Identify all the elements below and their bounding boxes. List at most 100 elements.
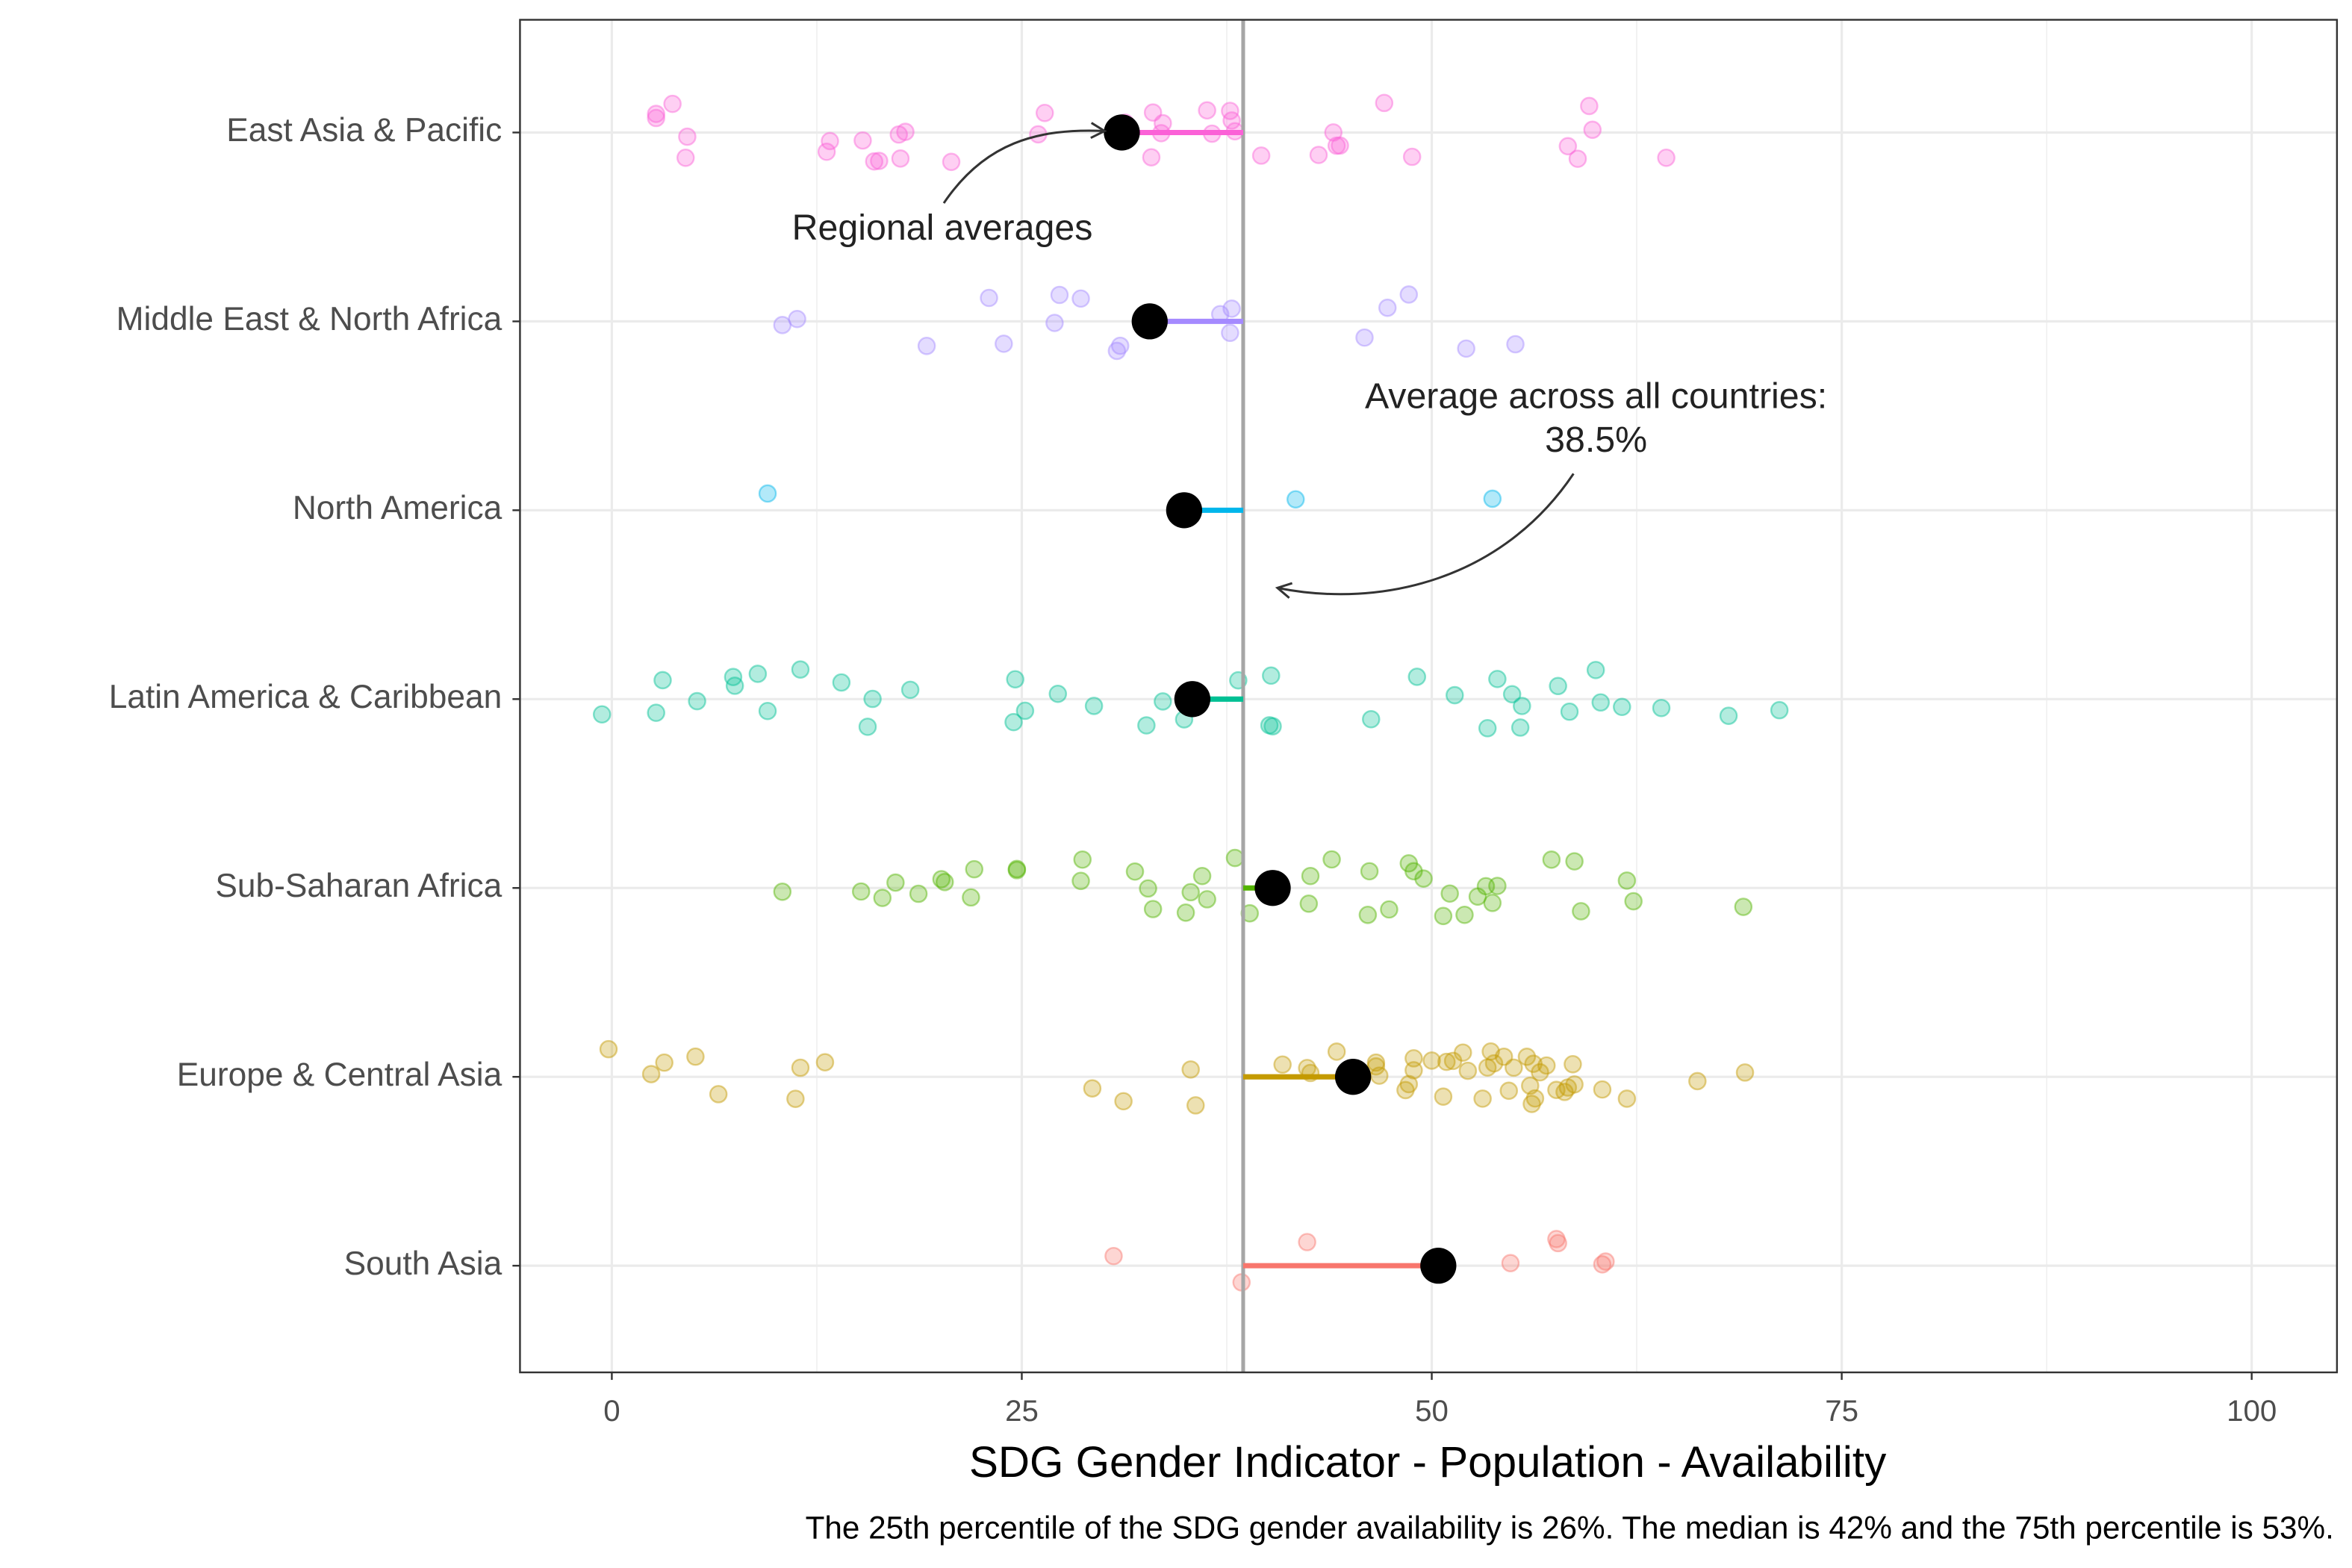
country-point	[1586, 661, 1605, 679]
regional-mean	[1174, 681, 1211, 718]
x-tick-label: 0	[603, 1394, 620, 1428]
country-point	[935, 873, 954, 892]
country-point	[1652, 698, 1671, 718]
country-point	[1380, 900, 1399, 919]
country-point	[1434, 906, 1453, 926]
x-tick-label: 25	[1005, 1394, 1039, 1428]
country-point	[1719, 706, 1738, 725]
country-point	[1050, 285, 1069, 305]
country-point	[896, 122, 915, 141]
country-point	[1366, 1053, 1386, 1072]
country-point	[1657, 149, 1676, 167]
country-point	[1198, 101, 1216, 120]
country-point	[1501, 1254, 1520, 1272]
country-point	[1478, 718, 1497, 738]
country-point	[599, 1039, 618, 1059]
country-point	[686, 1047, 705, 1066]
country-point	[1734, 897, 1753, 916]
y-tick-label: North America	[293, 490, 503, 526]
country-point	[655, 1053, 673, 1072]
country-point	[788, 309, 806, 329]
country-point	[641, 1065, 661, 1083]
x-axis-title: SDG Gender Indicator - Population - Avai…	[969, 1438, 1887, 1487]
country-point	[1522, 1095, 1541, 1113]
country-point	[832, 673, 851, 692]
country-point	[1560, 702, 1579, 721]
country-point	[1473, 1089, 1492, 1108]
country-point	[1440, 884, 1459, 903]
country-point	[891, 149, 910, 168]
country-point	[1476, 877, 1496, 896]
caption: The 25th percentile of the SDG gender av…	[806, 1511, 2334, 1546]
country-point	[1591, 693, 1611, 712]
country-point	[1521, 1076, 1540, 1095]
country-point	[1525, 1089, 1545, 1108]
country-point	[676, 149, 695, 167]
country-point	[1035, 103, 1054, 122]
country-point	[1583, 120, 1602, 140]
country-point	[1071, 871, 1090, 891]
country-point	[773, 883, 792, 901]
country-point	[1565, 852, 1584, 871]
country-point	[1458, 1061, 1478, 1080]
country-point	[1547, 1080, 1566, 1099]
country-point	[1355, 328, 1374, 347]
country-point	[1298, 1233, 1316, 1251]
country-point	[647, 108, 665, 128]
country-point	[1358, 906, 1378, 924]
country-point	[858, 718, 877, 736]
country-point	[1071, 289, 1090, 308]
country-point	[1558, 137, 1578, 156]
country-point	[1048, 684, 1068, 703]
country-point	[1004, 712, 1023, 732]
country-point	[1262, 666, 1281, 685]
panel-border	[519, 19, 2339, 1374]
country-point	[1362, 709, 1381, 729]
country-point	[791, 660, 810, 679]
regional-mean	[1131, 303, 1168, 340]
country-point	[1617, 871, 1637, 890]
country-point	[1549, 1233, 1567, 1253]
country-point	[1399, 1074, 1419, 1094]
regional-mean	[1334, 1059, 1372, 1095]
country-point	[1537, 1056, 1556, 1075]
country-point	[1186, 1096, 1205, 1115]
plot	[592, 19, 1789, 1373]
country-point	[1404, 1061, 1423, 1080]
country-point	[1007, 859, 1027, 879]
country-point	[1006, 670, 1024, 689]
y-tick-label: Middle East & North Africa	[116, 301, 503, 337]
country-point	[1198, 890, 1216, 909]
country-point	[724, 668, 743, 686]
country-point	[1568, 149, 1587, 168]
country-point	[1446, 685, 1464, 705]
country-point	[965, 859, 984, 879]
country-point	[1114, 1092, 1133, 1111]
country-point	[1154, 113, 1172, 133]
country-point	[1176, 903, 1195, 922]
country-point	[1434, 1087, 1453, 1106]
country-point	[1110, 336, 1130, 355]
country-point	[758, 484, 777, 503]
country-point	[1181, 883, 1200, 902]
regional-mean	[1420, 1247, 1457, 1284]
country-point	[1478, 1058, 1497, 1077]
country-point	[1286, 490, 1305, 509]
country-point	[863, 689, 882, 709]
country-point	[1221, 323, 1239, 343]
country-point	[1593, 1080, 1612, 1099]
country-point	[1142, 148, 1161, 167]
country-point	[1143, 103, 1163, 122]
country-point	[1399, 285, 1419, 304]
country-point	[653, 671, 672, 690]
country-point	[748, 665, 768, 683]
country-point	[709, 1085, 728, 1104]
country-point	[1154, 692, 1172, 711]
country-point	[1555, 1083, 1574, 1101]
country-point	[1580, 96, 1599, 116]
country-point	[1327, 1042, 1346, 1061]
country-point	[932, 870, 951, 889]
country-point	[1453, 1043, 1472, 1063]
country-point	[1378, 298, 1397, 317]
country-point	[1251, 146, 1271, 165]
